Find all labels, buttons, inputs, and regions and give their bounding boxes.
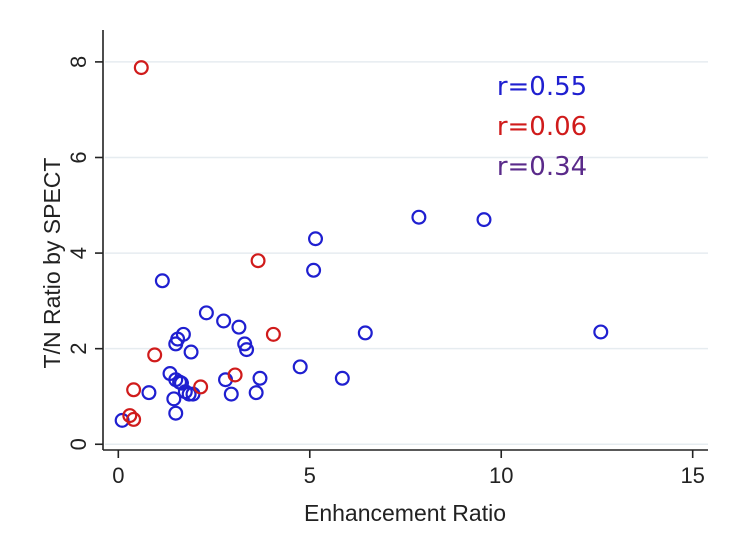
y-tick-label: 8	[66, 56, 91, 68]
point-s0-16	[198, 305, 214, 321]
point-s0-30	[411, 209, 427, 225]
point-s0-24	[252, 370, 268, 386]
point-s1-0	[122, 408, 138, 424]
point-s0-11	[175, 326, 191, 342]
point-s0-32	[593, 324, 609, 340]
gridlines	[105, 61, 708, 446]
x-tick-label: 15	[680, 463, 704, 488]
correlation-annotations: r=0.55 r=0.06 r=0.34	[497, 72, 587, 182]
correlation-annotation-1: r=0.06	[497, 112, 587, 142]
point-s0-25	[292, 359, 308, 375]
point-s0-1	[141, 385, 157, 401]
point-s0-27	[308, 231, 324, 247]
point-s1-6	[227, 367, 243, 383]
point-s0-0	[114, 412, 130, 428]
x-tick-label: 10	[489, 463, 513, 488]
point-s0-14	[183, 344, 199, 360]
point-s0-5	[168, 405, 184, 421]
point-s0-10	[173, 375, 189, 391]
point-s0-2	[154, 273, 170, 289]
point-s0-23	[248, 385, 264, 401]
y-tick-label: 0	[66, 438, 91, 450]
point-s0-29	[357, 325, 373, 341]
x-tick-label: 0	[112, 463, 124, 488]
point-s0-19	[223, 386, 239, 402]
ticks: 0 2 4 6 8 0 5 10 15	[66, 56, 705, 488]
point-s0-22	[239, 342, 255, 358]
point-s0-4	[166, 391, 182, 407]
point-s0-17	[216, 313, 232, 329]
x-axis-label: Enhancement Ratio	[304, 500, 506, 526]
point-s0-26	[306, 262, 322, 278]
point-s1-7	[250, 253, 266, 269]
point-s1-4	[147, 347, 163, 363]
point-s1-3	[133, 60, 149, 76]
data-points	[114, 60, 609, 428]
y-axis-label: T/N Ratio by SPECT	[39, 158, 65, 369]
point-s1-2	[126, 411, 142, 427]
correlation-annotation-0: r=0.55	[497, 72, 587, 102]
point-s1-5	[193, 379, 209, 395]
point-s0-20	[231, 319, 247, 335]
y-tick-label: 6	[66, 151, 91, 163]
point-s1-8	[265, 326, 281, 342]
axes	[102, 30, 708, 451]
point-s0-28	[334, 370, 350, 386]
x-tick-label: 5	[304, 463, 316, 488]
point-s1-1	[126, 382, 142, 398]
point-s0-31	[476, 212, 492, 228]
y-tick-label: 2	[66, 343, 91, 355]
y-tick-label: 4	[66, 247, 91, 259]
correlation-annotation-2: r=0.34	[497, 152, 587, 182]
